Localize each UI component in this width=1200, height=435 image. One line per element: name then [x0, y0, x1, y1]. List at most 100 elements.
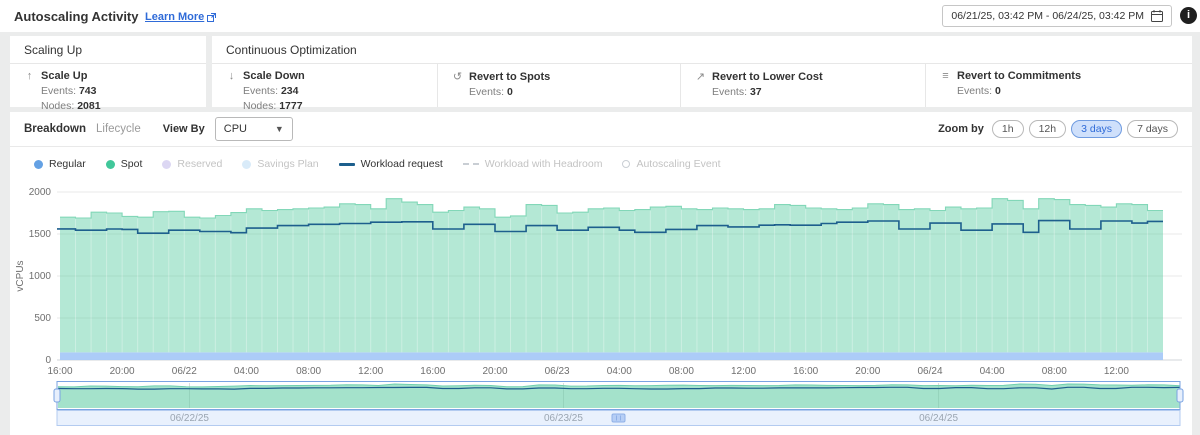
- events-value: 0: [506, 86, 513, 98]
- nodes-label: Nodes:: [243, 100, 277, 112]
- top-header: Autoscaling Activity Learn More 06/21/25…: [0, 0, 1200, 32]
- arrow-down-icon: ↓: [228, 70, 235, 82]
- legend-dot-icon: [242, 159, 252, 169]
- svg-text:04:00: 04:00: [980, 366, 1005, 377]
- legend-item-spot[interactable]: Spot: [105, 158, 143, 170]
- brush-handle-left[interactable]: [53, 388, 61, 403]
- revert-lower-cost-icon: ↗: [695, 71, 706, 83]
- svg-text:12:00: 12:00: [1104, 366, 1129, 377]
- stat-revert-to-lower-cost: ↗ Revert to Lower Cost Events: 37: [680, 64, 925, 107]
- view-by-select[interactable]: CPU ▼: [214, 117, 293, 141]
- nodes-value: 1777: [279, 100, 303, 112]
- legend-dot-icon: [34, 159, 43, 169]
- stat-label: Revert to Commitments: [957, 70, 1082, 82]
- y-axis-label: vCPUs: [15, 260, 26, 291]
- svg-text:16:00: 16:00: [793, 366, 818, 377]
- revert-commitments-icon: ≡: [942, 70, 949, 82]
- legend-label: Spot: [120, 158, 143, 170]
- events-value: 37: [749, 86, 762, 98]
- zoom-pill-3-days[interactable]: 3 days: [1071, 120, 1123, 138]
- legend-label: Regular: [49, 158, 86, 170]
- legend-label: Workload with Headroom: [484, 158, 603, 170]
- navigator-date-label: 06/22/25: [170, 413, 209, 424]
- events-value: 0: [994, 85, 1001, 97]
- navigator-date-label: 06/23/25: [544, 413, 583, 424]
- view-by-value: CPU: [223, 123, 247, 135]
- brush-handle-right[interactable]: [1176, 388, 1184, 403]
- svg-text:04:00: 04:00: [607, 366, 632, 377]
- legend-dashed-line-icon: [462, 163, 479, 165]
- legend-line-icon: [338, 162, 355, 166]
- navigator-brush-chart[interactable]: 06/22/25 06/23/25 06/24/25: [10, 380, 1192, 428]
- svg-text:08:00: 08:00: [669, 366, 694, 377]
- zoom-pill-1h[interactable]: 1h: [991, 120, 1024, 138]
- nodes-label: Nodes:: [41, 100, 75, 112]
- revert-spots-icon: ↺: [452, 71, 463, 83]
- svg-text:16:00: 16:00: [420, 366, 445, 377]
- svg-text:20:00: 20:00: [855, 366, 880, 377]
- stat-label: Revert to Spots: [469, 70, 551, 83]
- legend-item-workload-request[interactable]: Workload request: [338, 158, 443, 170]
- svg-text:08:00: 08:00: [296, 366, 321, 377]
- svg-text:2000: 2000: [29, 187, 52, 198]
- events-value: 743: [78, 85, 97, 97]
- legend-item-workload-with-headroom[interactable]: Workload with Headroom: [462, 158, 603, 170]
- scaling-up-title: Scaling Up: [10, 36, 206, 64]
- stat-label: Revert to Lower Cost: [712, 70, 823, 83]
- svg-text:04:00: 04:00: [234, 366, 259, 377]
- stat-label: Scale Up: [41, 70, 88, 82]
- activity-chart-panel: Breakdown Lifecycle View By CPU ▼ Zoom b…: [10, 112, 1192, 435]
- svg-text:500: 500: [34, 313, 51, 324]
- legend-label: Workload request: [360, 158, 443, 170]
- legend-item-regular[interactable]: Regular: [34, 158, 86, 170]
- chart-legend: Regular Spot Reserved Savings Plan Workload …: [34, 158, 721, 170]
- svg-text:20:00: 20:00: [482, 366, 507, 377]
- svg-text:20:00: 20:00: [110, 366, 135, 377]
- continuous-optimization-panel: Continuous Optimization ↓ Scale Down Event…: [212, 36, 1192, 112]
- svg-text:0: 0: [45, 355, 51, 366]
- external-link-icon: [207, 12, 217, 22]
- tab-breakdown[interactable]: Breakdown: [24, 123, 86, 135]
- legend-circle-icon: [622, 160, 631, 168]
- scaling-up-panel: Scaling Up ↑ Scale Up Events: 743 Nodes:…: [10, 36, 206, 112]
- events-label: Events:: [957, 85, 993, 97]
- events-value: 234: [280, 85, 299, 97]
- legend-item-autoscaling-event[interactable]: Autoscaling Event: [622, 158, 721, 170]
- events-label: Events:: [243, 85, 279, 97]
- legend-item-reserved[interactable]: Reserved: [162, 158, 222, 170]
- svg-text:1500: 1500: [29, 229, 52, 240]
- view-by-label: View By: [162, 123, 205, 135]
- calendar-icon: [1151, 10, 1163, 22]
- zoom-pill-7-days[interactable]: 7 days: [1127, 120, 1178, 138]
- navigator-date-label: 06/24/25: [919, 413, 958, 424]
- svg-text:12:00: 12:00: [731, 366, 756, 377]
- info-icon[interactable]: i: [1180, 7, 1197, 24]
- legend-label: Savings Plan: [257, 158, 319, 170]
- legend-label: Autoscaling Event: [636, 158, 721, 170]
- date-range-value: 06/21/25, 03:42 PM - 06/24/25, 03:42 PM: [951, 10, 1144, 22]
- page-title: Autoscaling Activity: [14, 9, 139, 24]
- events-label: Events:: [469, 86, 505, 98]
- learn-more-link[interactable]: Learn More: [145, 11, 217, 23]
- legend-dot-icon: [162, 159, 172, 169]
- svg-text:12:00: 12:00: [358, 366, 383, 377]
- svg-text:16:00: 16:00: [47, 366, 72, 377]
- legend-item-savings-plan[interactable]: Savings Plan: [242, 158, 319, 170]
- arrow-up-icon: ↑: [26, 70, 33, 82]
- zoom-pill-12h[interactable]: 12h: [1028, 120, 1067, 138]
- stat-scale-up: ↑ Scale Up Events: 743 Nodes: 2081: [10, 64, 101, 112]
- svg-text:1000: 1000: [29, 271, 52, 282]
- main-activity-chart[interactable]: 0 500 1000 1500 2000 vCPUs 16:00 20:00 06/22 04:0…: [10, 180, 1192, 380]
- legend-dot-icon: [105, 159, 115, 169]
- svg-text:06/22: 06/22: [172, 366, 197, 377]
- learn-more-label: Learn More: [145, 11, 205, 23]
- stat-label: Scale Down: [243, 70, 305, 82]
- zoom-by-label: Zoom by: [938, 123, 984, 135]
- events-label: Events:: [712, 86, 748, 98]
- stat-revert-to-commitments: ≡ Revert to Commitments Events: 0: [925, 64, 1190, 107]
- tab-lifecycle[interactable]: Lifecycle: [96, 123, 141, 135]
- stat-revert-to-spots: ↺ Revert to Spots Events: 0: [437, 64, 680, 107]
- scrollbar-grip[interactable]: [611, 413, 626, 423]
- date-range-picker[interactable]: 06/21/25, 03:42 PM - 06/24/25, 03:42 PM: [942, 5, 1172, 27]
- svg-text:06/23: 06/23: [545, 366, 570, 377]
